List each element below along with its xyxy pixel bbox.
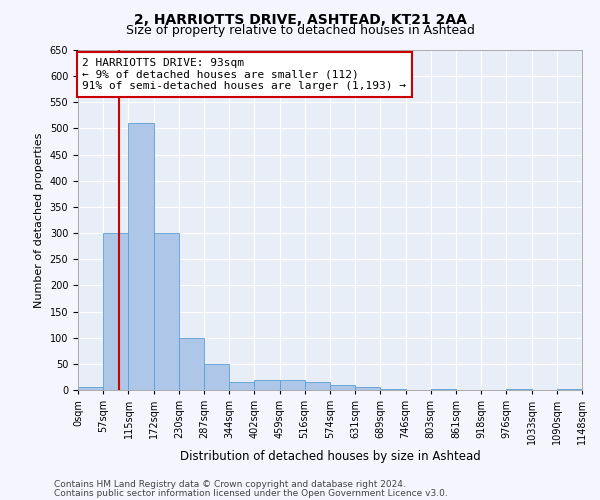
X-axis label: Distribution of detached houses by size in Ashtead: Distribution of detached houses by size … bbox=[179, 450, 481, 463]
Text: Contains public sector information licensed under the Open Government Licence v3: Contains public sector information licen… bbox=[54, 488, 448, 498]
Bar bbox=[280, 380, 305, 390]
Bar bbox=[431, 389, 456, 390]
Bar bbox=[78, 388, 103, 390]
Bar bbox=[128, 123, 154, 390]
Text: 2, HARRIOTTS DRIVE, ASHTEAD, KT21 2AA: 2, HARRIOTTS DRIVE, ASHTEAD, KT21 2AA bbox=[134, 12, 466, 26]
Text: 2 HARRIOTTS DRIVE: 93sqm
← 9% of detached houses are smaller (112)
91% of semi-d: 2 HARRIOTTS DRIVE: 93sqm ← 9% of detache… bbox=[82, 58, 406, 91]
Bar bbox=[355, 388, 380, 390]
Bar bbox=[557, 389, 582, 390]
Bar bbox=[254, 380, 280, 390]
Bar bbox=[179, 338, 204, 390]
Bar bbox=[330, 385, 355, 390]
Text: Contains HM Land Registry data © Crown copyright and database right 2024.: Contains HM Land Registry data © Crown c… bbox=[54, 480, 406, 489]
Bar bbox=[204, 364, 229, 390]
Y-axis label: Number of detached properties: Number of detached properties bbox=[34, 132, 44, 308]
Bar bbox=[229, 382, 254, 390]
Bar bbox=[154, 233, 179, 390]
Bar bbox=[305, 382, 330, 390]
Text: Size of property relative to detached houses in Ashtead: Size of property relative to detached ho… bbox=[125, 24, 475, 37]
Bar bbox=[103, 233, 128, 390]
